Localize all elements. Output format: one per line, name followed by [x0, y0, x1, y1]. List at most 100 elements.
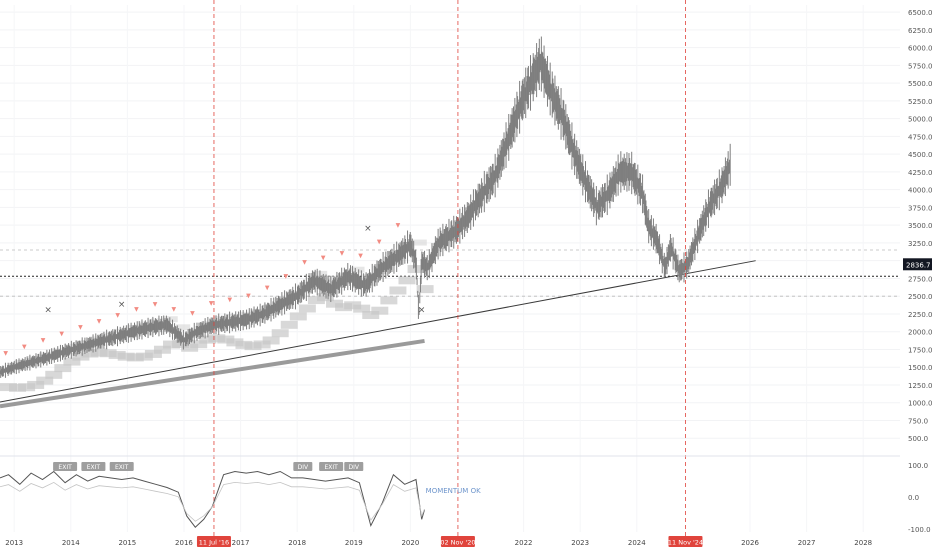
zone-block [298, 304, 316, 313]
date-marker-label: 11 Jul '16 [199, 539, 229, 547]
time-tick-label: 2013 [5, 539, 23, 547]
oscillator-badge-label: EXIT [58, 464, 72, 471]
zone-block [316, 293, 334, 302]
zone-block [380, 296, 398, 305]
lower-band-line [0, 338, 425, 409]
zone-block [63, 357, 81, 366]
time-tick-label: 2023 [571, 539, 589, 547]
price-tick-label: 4750.0 [908, 133, 932, 141]
zone-block [27, 380, 45, 389]
sell-marker: ▼ [59, 330, 64, 337]
price-tick-label: 5750.0 [908, 62, 932, 70]
sell-marker: ▼ [78, 324, 83, 331]
zone-block [72, 352, 90, 361]
zone-block [163, 340, 180, 349]
zone-block [108, 350, 126, 359]
zone-block [18, 383, 36, 392]
date-marker-lines [213, 0, 686, 536]
time-tick-label: 2020 [401, 539, 419, 547]
oscillator-badge [344, 462, 364, 471]
time-tick-label: 2022 [515, 539, 533, 547]
zone-block [190, 340, 208, 349]
zone-block [412, 239, 427, 246]
sell-marker: ▼ [41, 337, 46, 344]
zone-block [280, 320, 298, 329]
zone-block [362, 311, 380, 320]
oscillator-badge-label: EXIT [115, 464, 129, 471]
zone-block [135, 352, 153, 361]
cross-marker: × [44, 306, 52, 316]
price-tick-label: 1250.0 [908, 382, 932, 390]
oscillator-badge [81, 462, 106, 471]
zone-block [45, 370, 63, 379]
price-tick-label: 2750.0 [908, 275, 932, 283]
price-tick-label: 1500.0 [908, 364, 932, 372]
price-tick-label: 2250.0 [908, 311, 932, 319]
date-marker-label: 11 Nov '24 [668, 539, 703, 547]
cross-marker: × [364, 224, 372, 234]
oscillator-pane: EXIT EXIT EXIT DIV EXIT DIV MOMENTUM OK [0, 462, 481, 528]
zone-block [253, 340, 271, 349]
sell-marker: ▼ [171, 306, 176, 313]
price-tick-label: 4250.0 [908, 169, 932, 177]
zone-block [325, 275, 340, 282]
zone-block [344, 301, 362, 310]
signal-markers: × × × × ▼ ▼ ▼ ▼ ▼ ▼ ▼ ▼ ▼ ▼ ▼ ▼ ▼ ▼ ▼ ▼ ▼ ▼ ▼ ▼ ▼ ▼ [3, 222, 425, 357]
zone-block [117, 352, 135, 361]
oscillator-badge-label: DIV [349, 464, 360, 471]
time-tick-label: 2014 [62, 539, 80, 547]
time-tick-label: 2015 [118, 539, 136, 547]
sell-marker: ▼ [134, 306, 139, 313]
zone-block [36, 376, 54, 385]
time-tick-label: 2028 [854, 539, 872, 547]
zone-block [90, 348, 108, 357]
lower-band [0, 338, 425, 409]
zone-block [371, 306, 389, 315]
time-axis[interactable]: 2013 2014 2015 2016 2017 2018 2019 2020 2022 2023… [5, 539, 872, 547]
price-tick-label: 4000.0 [908, 187, 932, 195]
axis-tags: 11 Jul '16 02 Nov '20 11 Nov '24 2836.7 [196, 258, 932, 547]
oscillator-tick-label: -100.0 [908, 526, 931, 534]
price-tick-label: 3500.0 [908, 222, 932, 230]
price-candles [0, 36, 731, 378]
cross-marker: × [418, 306, 426, 316]
price-tick-label: 1000.0 [908, 400, 932, 408]
price-tick-label: 500.0 [908, 435, 928, 443]
zone-block [151, 318, 166, 325]
oscillator-tick-label: 0.0 [908, 494, 919, 502]
zone-block [217, 335, 235, 344]
sell-marker: ▼ [153, 301, 158, 308]
date-marker-tag [440, 536, 475, 547]
oscillator-axis: 100.0 0.0 -100.0 [908, 462, 931, 534]
zone-block [208, 334, 226, 343]
sell-marker: ▼ [246, 292, 251, 299]
oscillator-tick-label: 100.0 [908, 462, 928, 470]
sell-marker: ▼ [3, 350, 8, 357]
zone-block [181, 343, 199, 352]
zone-block [326, 299, 344, 308]
zone-block [353, 304, 371, 313]
zone-block [76, 340, 91, 347]
price-tick-label: 5500.0 [908, 80, 932, 88]
zone-block [389, 286, 407, 295]
price-tick-label: 3750.0 [908, 204, 932, 212]
sell-marker: ▼ [115, 312, 120, 319]
price-tick-label: 5000.0 [908, 116, 932, 124]
oscillator-badge [293, 462, 313, 471]
trendline [0, 260, 756, 403]
sell-marker: ▼ [284, 273, 289, 280]
sell-marker: ▼ [22, 343, 27, 350]
zone-block [335, 303, 353, 312]
sell-marker: ▼ [321, 255, 326, 262]
current-price-tag [903, 258, 932, 271]
time-tick-label: 2027 [798, 539, 816, 547]
price-tick-label: 2000.0 [908, 329, 932, 337]
price-tick-label: 2500.0 [908, 293, 932, 301]
sell-marker: ▼ [209, 300, 214, 307]
sell-marker: ▼ [227, 296, 232, 303]
price-tick-label: 5250.0 [908, 98, 932, 106]
oscillator-badge-label: EXIT [87, 464, 101, 471]
date-marker-tag [668, 536, 703, 547]
sell-marker: ▼ [302, 259, 307, 266]
